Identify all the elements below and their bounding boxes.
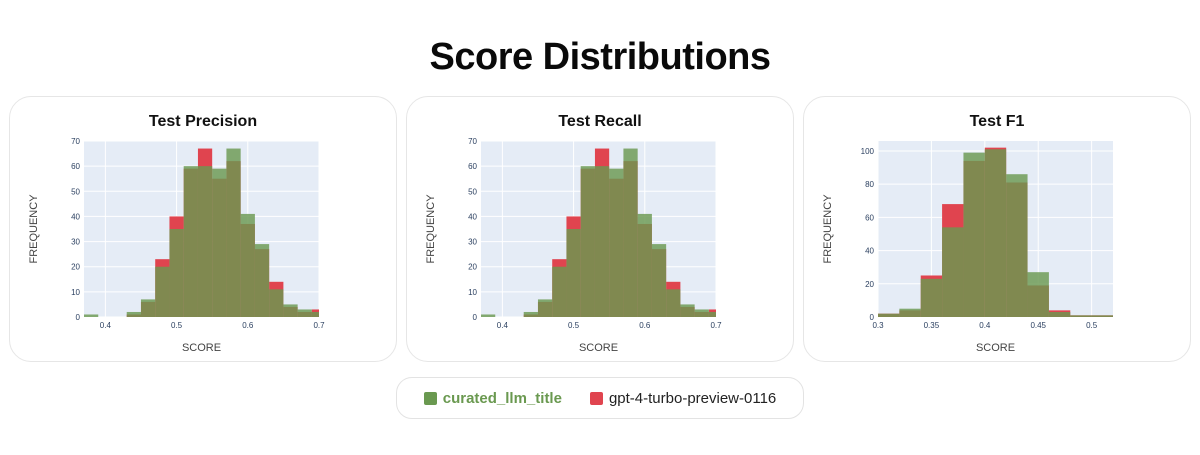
legend-swatch [423,391,437,405]
y-tick-label: 100 [861,147,875,156]
bar-curated [140,299,156,317]
y-tick-label: 60 [865,213,874,222]
legend-label: gpt-4-turbo-preview-0116 [608,389,777,407]
bar-curated [623,148,638,317]
bar-curated [594,166,610,317]
bar-curated [197,166,213,317]
bar-curated [580,166,595,317]
y-tick-label: 40 [468,212,477,221]
y-tick-label: 30 [71,238,80,247]
bar-curated [1091,315,1113,317]
bar-curated [212,168,227,317]
bar-curated [920,278,943,317]
bar-curated [481,314,496,317]
x-tick-label: 0.7 [710,321,722,330]
bar-curated [126,311,141,317]
bar-curated [651,244,667,317]
bar-curated [269,289,284,317]
x-axis-label: SCORE [579,342,618,354]
bar-curated [537,299,553,317]
bar-curated [984,149,1007,317]
y-tick-label: 80 [865,180,874,189]
bar-curated [297,309,312,317]
y-tick-label: 50 [71,187,80,196]
legend-item-curated[interactable]: curated_llm_title [423,389,562,407]
x-axis-label: SCORE [976,342,1015,354]
y-tick-label: 60 [71,162,80,171]
bar-curated [240,213,255,317]
chart-card-precision: Test Precision 0 10 20 30 40 50 60 70 0.4 0.5 0.6 0… [9,96,397,362]
y-tick-label: 0 [870,313,875,322]
bar-curated [226,148,241,317]
precision-histogram: 0 10 20 30 40 50 60 70 0.4 0.5 0.6 0.7 SCORE FREQUENC… [28,137,325,354]
y-tick-label: 70 [468,137,477,146]
chart-card-recall: Test Recall 0 10 20 30 40 50 60 70 0.4 0.5 0.6 0.7 S… [406,96,794,362]
y-tick-label: 60 [468,162,477,171]
bar-curated [254,244,270,317]
x-tick-label: 0.5 [568,321,580,330]
y-tick-label: 40 [71,212,80,221]
bar-curated [666,289,681,317]
bar-curated [523,311,538,317]
y-axis-label: FREQUENCY [28,194,40,264]
y-tick-label: 20 [468,263,477,272]
x-tick-label: 0.4 [100,321,112,330]
legend-label: curated_llm_title [442,389,562,407]
legend-item-gpt4[interactable]: gpt-4-turbo-preview-0116 [589,389,777,407]
x-tick-label: 0.6 [242,321,254,330]
f1-histogram: 0 20 40 60 80 100 0.3 0.35 0.4 0.45 0.5 SCORE FREQUE… [822,141,1113,354]
bar-curated [84,314,99,317]
x-tick-label: 0.7 [313,321,325,330]
y-tick-label: 50 [468,187,477,196]
y-tick-label: 70 [71,137,80,146]
y-tick-label: 40 [865,247,874,256]
bar-curated [155,266,170,317]
bar-curated [169,229,184,317]
legend: curated_llm_title gpt-4-turbo-preview-01… [396,377,804,419]
x-axis-label: SCORE [182,342,221,354]
bar-curated [1006,174,1028,317]
bar-curated [708,311,716,317]
bar-curated [311,311,319,317]
x-tick-label: 0.3 [872,321,884,330]
x-tick-label: 0.6 [639,321,651,330]
bar-curated [637,213,652,317]
bar-curated [283,304,298,317]
x-tick-label: 0.4 [979,321,991,330]
bar-curated [609,168,624,317]
bar-curated [878,313,900,317]
bar-curated [1070,315,1092,317]
y-tick-label: 20 [71,263,80,272]
bar-curated [694,309,709,317]
y-axis-label: FREQUENCY [425,194,437,264]
bar-curated [183,166,198,317]
x-tick-label: 0.5 [171,321,183,330]
y-tick-label: 20 [865,280,874,289]
x-tick-label: 0.45 [1030,321,1046,330]
x-tick-label: 0.35 [924,321,940,330]
chart-card-f1: Test F1 0 20 40 60 80 100 0.3 0.35 0.4 0.45 0.5 SCO… [803,96,1191,362]
y-tick-label: 10 [71,288,80,297]
y-axis-label: FREQUENCY [822,194,834,264]
y-tick-label: 0 [473,313,478,322]
bar-curated [1027,272,1049,317]
bar-curated [566,229,581,317]
chart-title: Test F1 [969,113,1025,130]
recall-histogram: 0 10 20 30 40 50 60 70 0.4 0.5 0.6 0.7 SCORE FREQUENC… [425,137,722,354]
page-title: Score Distributions [429,36,772,78]
y-tick-label: 30 [468,238,477,247]
bar-curated [680,304,695,317]
bar-curated [1048,312,1071,317]
y-tick-label: 0 [76,313,81,322]
bar-curated [942,227,964,317]
bar-curated [552,266,567,317]
y-tick-label: 10 [468,288,477,297]
x-tick-label: 0.5 [1086,321,1098,330]
legend-swatch [589,391,603,405]
bar-curated [963,152,985,317]
chart-title: Test Precision [148,113,258,130]
chart-title: Test Recall [558,113,642,130]
bar-curated [899,308,921,317]
x-tick-label: 0.4 [497,321,509,330]
